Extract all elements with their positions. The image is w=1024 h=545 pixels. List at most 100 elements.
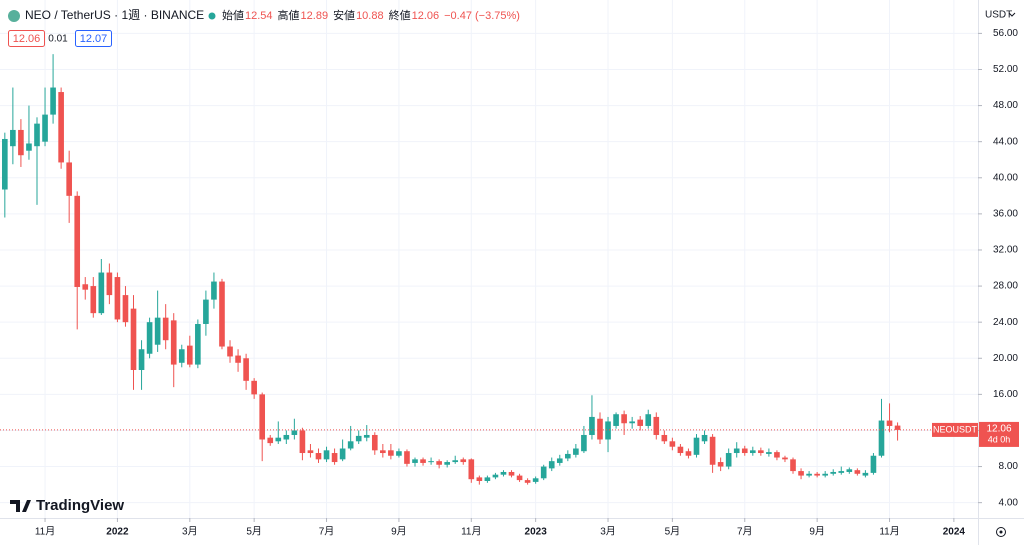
candle-body bbox=[355, 435, 362, 442]
candle-body bbox=[758, 450, 764, 454]
currency-caret bbox=[1008, 12, 1016, 17]
candle-body bbox=[653, 416, 660, 435]
candle-body bbox=[645, 414, 652, 426]
ask-box[interactable] bbox=[75, 30, 112, 47]
candle-body bbox=[267, 437, 274, 444]
candle-body bbox=[420, 459, 426, 463]
candle-body bbox=[452, 460, 459, 463]
y-tick-label: 44.00 bbox=[993, 136, 1018, 147]
candle-body bbox=[195, 323, 201, 365]
price-tag-bg bbox=[979, 421, 1019, 447]
bid-box[interactable] bbox=[8, 30, 45, 47]
y-tick-label: 52.00 bbox=[993, 64, 1018, 75]
candle-body bbox=[235, 355, 241, 363]
candle-body bbox=[243, 358, 249, 381]
x-tick-label: 3月 bbox=[600, 526, 616, 538]
logo: TradingView bbox=[10, 497, 124, 514]
candle-body bbox=[637, 419, 644, 426]
candle-body bbox=[605, 421, 611, 440]
candle-body bbox=[114, 277, 121, 320]
candle-body bbox=[500, 471, 507, 475]
candle-body bbox=[50, 87, 56, 115]
x-tick-label: 2022 bbox=[106, 527, 129, 538]
candle-body bbox=[613, 414, 619, 426]
candle-body bbox=[589, 416, 595, 435]
x-axis: 11月 2022 3月 5月 7月 9月 11月 2023 3月 5月 7月 9月 11月 2024 bbox=[35, 518, 966, 538]
candle-body bbox=[412, 459, 418, 463]
y-tick-label: 36.00 bbox=[993, 209, 1018, 220]
candle-body bbox=[733, 448, 740, 454]
legend-label: 安値 bbox=[333, 8, 355, 22]
candle-body bbox=[227, 346, 233, 357]
bid-price: 12.06 bbox=[13, 33, 41, 45]
y-tick-label: 56.00 bbox=[993, 28, 1018, 39]
symbol-tag: NEOUSDT bbox=[933, 424, 978, 434]
candle-body bbox=[275, 437, 282, 442]
candle-body bbox=[573, 448, 579, 455]
candle-body bbox=[130, 308, 137, 370]
candle-body bbox=[532, 478, 539, 482]
candle-body bbox=[685, 451, 692, 456]
candle-body bbox=[565, 453, 571, 459]
candle-body bbox=[331, 453, 338, 463]
candle-body bbox=[516, 475, 523, 481]
candle-body bbox=[741, 448, 748, 454]
x-tick-label: 11月 bbox=[461, 526, 481, 538]
candle-body bbox=[347, 441, 354, 449]
y-tick-label: 16.00 bbox=[993, 389, 1018, 400]
legend-label: 終値 bbox=[389, 8, 411, 22]
candles bbox=[2, 54, 901, 485]
price-tag-countdown: 4d 0h bbox=[988, 434, 1011, 444]
candle-body bbox=[106, 272, 113, 296]
ohlc-legend: 始値 12.54 高値 12.89 安値 10.88 終値 12.06 −0.47 (−3.75… bbox=[222, 8, 520, 22]
x-tick-label: 2024 bbox=[943, 527, 966, 538]
candle-body bbox=[597, 418, 603, 440]
legend-value: 12.89 bbox=[301, 10, 329, 22]
symbol-tag-bg bbox=[932, 422, 978, 437]
candle-body bbox=[476, 477, 483, 481]
candle-body bbox=[661, 434, 668, 442]
candle-body bbox=[154, 317, 161, 345]
candle-body bbox=[878, 420, 885, 456]
ask-price: 12.07 bbox=[80, 33, 108, 45]
candle-body bbox=[540, 466, 547, 479]
candle-body bbox=[315, 453, 322, 460]
candle-body bbox=[766, 452, 772, 454]
legend-value: 12.06 bbox=[412, 10, 440, 22]
y-tick-label: 8.00 bbox=[999, 461, 1019, 472]
candle-body bbox=[798, 471, 804, 476]
logo-icon bbox=[10, 500, 31, 512]
candle-body bbox=[790, 459, 796, 472]
y-tick-label: 4.00 bbox=[999, 497, 1019, 508]
currency-button[interactable]: USDT bbox=[985, 10, 1012, 21]
candle-body bbox=[862, 472, 869, 476]
candle-body bbox=[219, 281, 225, 347]
candle-body bbox=[259, 394, 266, 440]
candle-body bbox=[846, 469, 853, 472]
candle-body bbox=[806, 473, 812, 476]
candle-body bbox=[339, 448, 346, 460]
x-tick-label: 5月 bbox=[665, 526, 681, 538]
legend-value: 12.54 bbox=[245, 10, 273, 22]
candle-body bbox=[556, 458, 563, 463]
y-tick-label: 28.00 bbox=[993, 281, 1018, 292]
candle-body bbox=[725, 453, 732, 467]
x-tick-label: 11月 bbox=[35, 526, 55, 538]
candle-body bbox=[404, 451, 410, 464]
x-tick-label: 3月 bbox=[182, 526, 198, 538]
candle-body bbox=[307, 450, 314, 454]
candle-body bbox=[146, 322, 153, 354]
symbol-title: NEO / TetherUS · 1週 · BINANCE bbox=[25, 8, 204, 22]
settings-icon[interactable] bbox=[996, 527, 1006, 537]
candle-body bbox=[388, 450, 394, 456]
candle-body bbox=[363, 434, 370, 438]
candle-body bbox=[371, 434, 378, 451]
candle-body bbox=[870, 455, 877, 473]
candle-body bbox=[581, 434, 587, 452]
candle-body bbox=[42, 114, 48, 142]
status-dot bbox=[208, 12, 216, 20]
candle-body bbox=[10, 129, 16, 147]
